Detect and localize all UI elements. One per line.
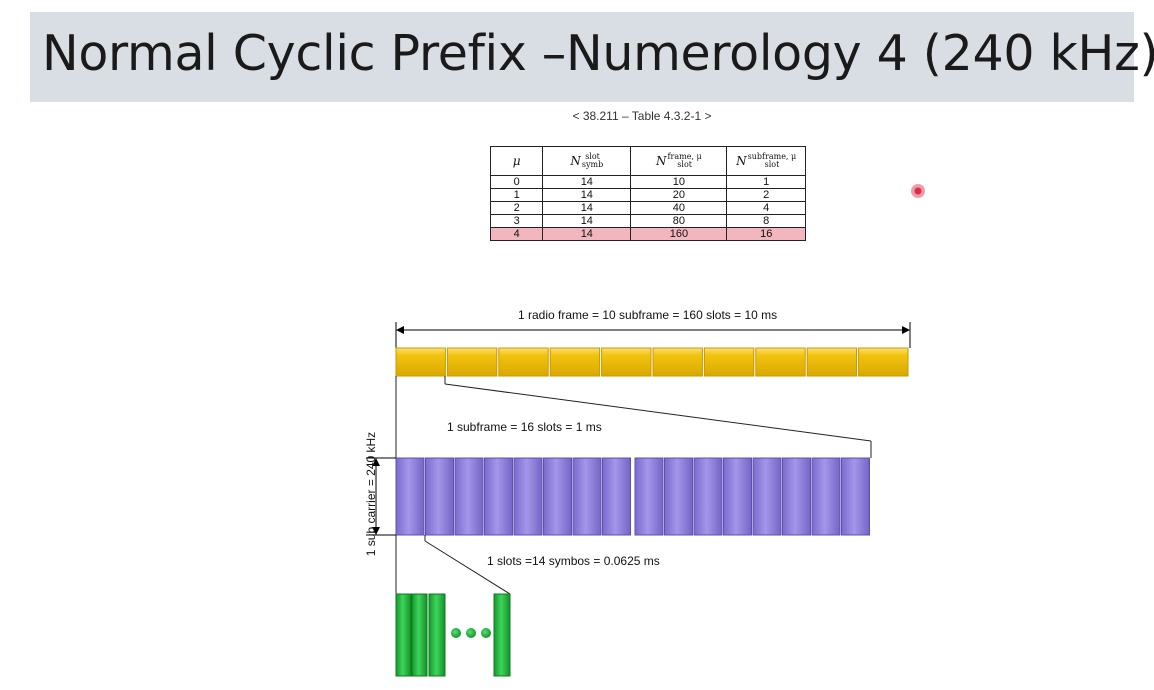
symbol-block <box>411 593 428 677</box>
slot-block <box>572 457 602 536</box>
subframe-block <box>549 347 601 377</box>
slot-block <box>634 457 664 536</box>
slot-block <box>602 457 631 536</box>
radio-frame-label: 1 radio frame = 10 subframe = 160 slots … <box>518 308 778 322</box>
slide-title: Normal Cyclic Prefix –Numerology 4 (240 … <box>42 25 1154 82</box>
slot-blocks <box>395 457 870 536</box>
table-row-highlighted: 4 14 160 16 <box>489 227 806 241</box>
ellipsis-dot <box>481 628 491 638</box>
subframe-block <box>858 347 909 377</box>
slot-block <box>811 457 841 536</box>
slot-block <box>513 457 543 536</box>
table-row: 0 14 10 1 <box>489 175 806 189</box>
slot-block <box>693 457 723 536</box>
slot-block <box>782 457 811 536</box>
subframe-block <box>652 347 703 377</box>
table-row: 3 14 80 8 <box>489 214 806 228</box>
subcarrier-label: 1 sub carrier = 240 kHz <box>364 431 378 557</box>
table-cell: 16 <box>726 227 806 241</box>
title-bar: Normal Cyclic Prefix –Numerology 4 (240 … <box>30 12 1154 102</box>
slot-block <box>425 457 454 536</box>
subframe-block <box>755 347 806 377</box>
subframe-block <box>703 347 755 377</box>
subframe-block <box>498 347 549 377</box>
subframe-block <box>601 347 652 377</box>
table-row: 1 14 20 2 <box>489 188 806 202</box>
symbol-block <box>395 593 412 677</box>
slot-zoom-lines <box>395 535 511 595</box>
subframe-blocks <box>395 347 909 377</box>
slot-block <box>664 457 693 536</box>
slot-block <box>543 457 572 536</box>
table-cell: 14 <box>542 214 632 228</box>
subframe-block <box>395 347 446 377</box>
table-cell: 160 <box>630 227 728 241</box>
subframe-label: 1 subframe = 16 slots = 1 ms <box>447 420 602 434</box>
laser-pointer-dot <box>911 184 925 198</box>
subframe-zoom-lines <box>395 376 872 458</box>
table-cell: 80 <box>630 214 728 228</box>
table-cell: 0 <box>489 175 544 189</box>
table-caption: < 38.211 – Table 4.3.2-1 > <box>572 109 712 123</box>
radio-frame-arrow <box>395 322 911 348</box>
slot-label: 1 slots =14 symbos = 0.0625 ms <box>487 554 660 568</box>
table-cell: 4 <box>489 227 544 241</box>
table-cell: 14 <box>542 227 632 241</box>
ellipsis-dot <box>451 628 461 638</box>
slot-block <box>723 457 752 536</box>
slot-block <box>841 457 870 536</box>
subframe-block <box>446 347 498 377</box>
slot-block <box>454 457 484 536</box>
slot-block <box>395 457 425 536</box>
ellipsis-dot <box>466 628 476 638</box>
subcarrier-arrow <box>366 457 396 536</box>
subframe-block <box>806 347 858 377</box>
symbol-block <box>493 593 511 677</box>
table-cell: 20 <box>630 188 728 202</box>
symbol-block <box>428 593 446 677</box>
symbol-blocks <box>395 593 511 677</box>
slot-block <box>752 457 782 536</box>
slot-block <box>484 457 513 536</box>
